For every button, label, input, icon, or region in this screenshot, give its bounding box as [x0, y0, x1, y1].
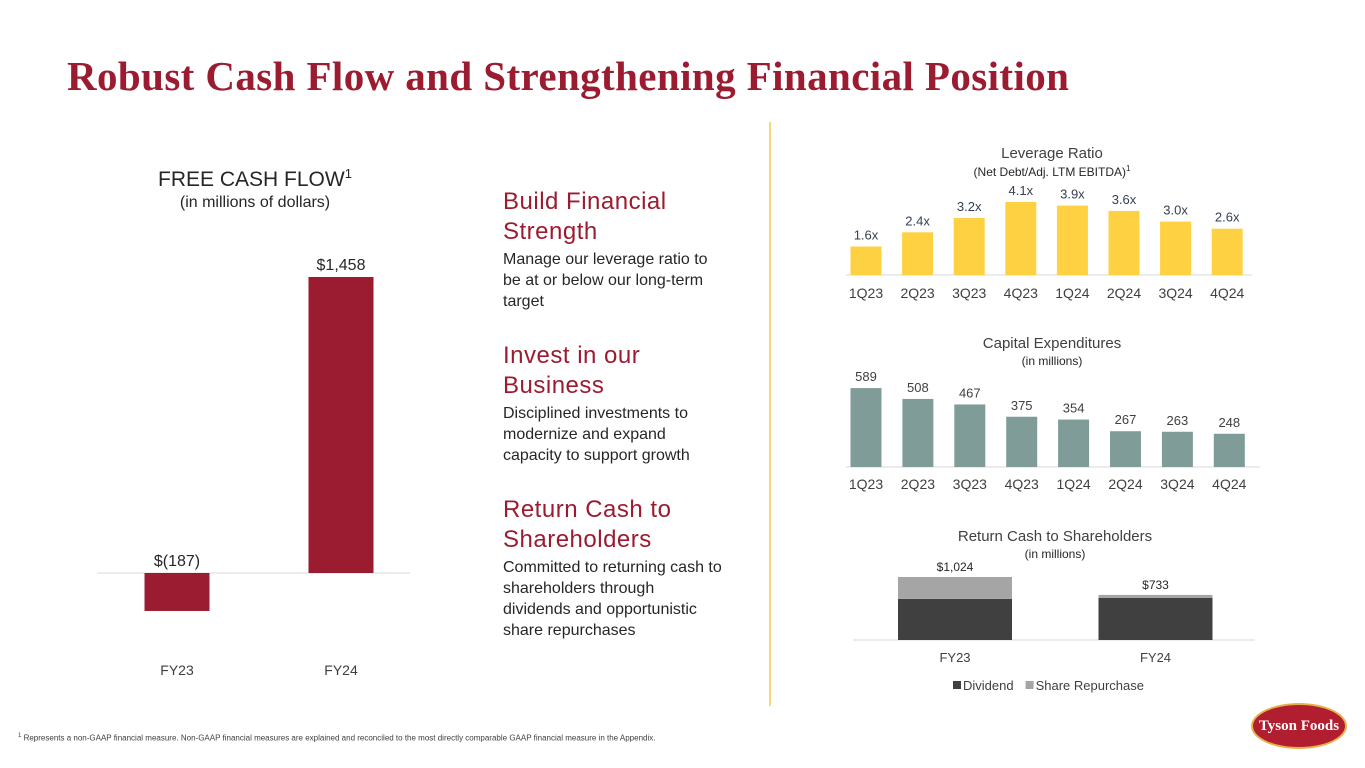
section-heading: Invest in our Business — [503, 342, 641, 399]
data-label: $1,458 — [317, 257, 366, 274]
data-label: 375 — [1011, 398, 1033, 413]
bar — [1161, 431, 1193, 467]
section-heading: Build Financial Strength — [503, 188, 667, 245]
x-tick-label: 4Q23 — [1005, 476, 1039, 492]
section: Build Financial Strength Manage our leve… — [503, 187, 728, 312]
logo: Tyson Foods — [1251, 703, 1347, 749]
bar — [953, 218, 985, 275]
data-label: 263 — [1167, 413, 1189, 428]
section-heading: Return Cash to Shareholders — [503, 496, 672, 553]
x-tick-label: FY23 — [939, 650, 970, 665]
chart-title-text: FREE CASH FLOW — [158, 168, 345, 191]
chart-title: Return Cash to Shareholders (in millions… — [905, 528, 1205, 561]
chart-title-text: Capital Expenditures — [982, 335, 1122, 352]
x-tick-label: FY23 — [160, 662, 194, 678]
note-marker: 1 — [1126, 164, 1131, 173]
x-tick-label: 3Q24 — [1158, 285, 1192, 301]
bar — [902, 232, 934, 275]
data-label: 1.6x — [854, 228, 879, 243]
divider — [769, 122, 771, 706]
chart-subtitle: (Net Debt/Adj. LTM EBITDA)1 — [902, 164, 1202, 179]
section: Return Cash to Shareholders Committed to… — [503, 495, 728, 641]
section: Invest in our Business Disciplined inves… — [503, 341, 728, 466]
data-label: 3.2x — [957, 199, 982, 214]
data-label: 467 — [959, 385, 981, 400]
section-body: Manage our leverage ratio to be at or be… — [503, 251, 708, 310]
bar — [1211, 228, 1243, 275]
data-label: 3.0x — [1163, 203, 1188, 218]
chart-title: Leverage Ratio (Net Debt/Adj. LTM EBITDA… — [902, 145, 1202, 179]
bar — [902, 398, 934, 467]
data-label: 3.9x — [1060, 187, 1085, 202]
chart-title: Capital Expenditures (in millions) — [902, 335, 1202, 368]
bar — [1006, 416, 1038, 467]
data-label: 4.1x — [1009, 183, 1034, 198]
x-tick-label: 2Q23 — [900, 285, 934, 301]
chart-subtitle: (in millions of dollars) — [179, 194, 331, 211]
bar — [1005, 202, 1037, 275]
data-label: 589 — [855, 369, 877, 384]
x-tick-label: 4Q24 — [1212, 476, 1246, 492]
x-tick-label: 2Q23 — [901, 476, 935, 492]
x-tick-label: FY24 — [324, 662, 358, 678]
section-body: Committed to returning cash to sharehold… — [503, 559, 722, 639]
bar — [1058, 419, 1090, 467]
bar-segment — [898, 577, 1012, 599]
x-tick-label: 2Q24 — [1108, 476, 1142, 492]
data-label: $(187) — [154, 553, 200, 570]
bar — [850, 388, 882, 467]
x-tick-label: 4Q24 — [1210, 285, 1244, 301]
footnote-marker: 1 — [18, 733, 22, 739]
section-body: Disciplined investments to modernize and… — [503, 405, 690, 464]
chart-title: FREE CASH FLOW1 (in millions of dollars) — [105, 166, 405, 212]
bar — [1213, 433, 1245, 467]
subtitle-text: (Net Debt/Adj. LTM EBITDA) — [973, 165, 1127, 179]
data-label: 2.4x — [905, 213, 930, 228]
x-tick-label: 1Q24 — [1056, 476, 1090, 492]
bar — [1160, 221, 1192, 275]
legend-label: Share Repurchase — [1036, 678, 1144, 693]
chart-title-text: Leverage Ratio — [1001, 145, 1103, 162]
bar-segment — [1098, 597, 1213, 640]
bar — [1056, 205, 1088, 275]
x-tick-label: 1Q24 — [1055, 285, 1089, 301]
x-tick-label: 1Q23 — [849, 285, 883, 301]
note-marker: 1 — [344, 166, 352, 181]
data-label: 3.6x — [1112, 192, 1137, 207]
bar-segment — [1098, 594, 1213, 598]
bar — [1110, 431, 1141, 467]
data-label: 267 — [1115, 412, 1137, 427]
data-label: 2.6x — [1215, 210, 1240, 225]
x-tick-label: 1Q23 — [849, 476, 883, 492]
x-tick-label: 3Q24 — [1160, 476, 1194, 492]
bar — [308, 277, 374, 573]
chart-subtitle: (in millions) — [1024, 547, 1086, 561]
legend-swatch — [1025, 681, 1034, 689]
data-label: 508 — [907, 380, 929, 395]
x-tick-label: FY24 — [1140, 650, 1171, 665]
slide-title: Robust Cash Flow and Strengthening Finan… — [67, 53, 1070, 99]
bar — [954, 404, 986, 467]
total-label: $1,024 — [937, 560, 974, 574]
x-tick-label: 4Q23 — [1004, 285, 1038, 301]
bar — [144, 573, 210, 611]
total-label: $733 — [1142, 578, 1169, 592]
data-label: 248 — [1218, 415, 1240, 430]
bar — [850, 246, 882, 275]
bar-segment — [898, 598, 1012, 640]
chart-subtitle: (in millions) — [1021, 354, 1083, 368]
footnote: 1 Represents a non-GAAP financial measur… — [18, 733, 655, 743]
legend-swatch — [953, 681, 961, 689]
x-tick-label: 3Q23 — [953, 476, 987, 492]
chart-title-text: Return Cash to Shareholders — [957, 528, 1153, 545]
footnote-text: Represents a non-GAAP financial measure.… — [23, 733, 656, 743]
legend-label: Dividend — [963, 678, 1014, 693]
bar — [1108, 210, 1140, 275]
data-label: 354 — [1063, 401, 1085, 416]
x-tick-label: 2Q24 — [1107, 285, 1141, 301]
x-tick-label: 3Q23 — [952, 285, 986, 301]
